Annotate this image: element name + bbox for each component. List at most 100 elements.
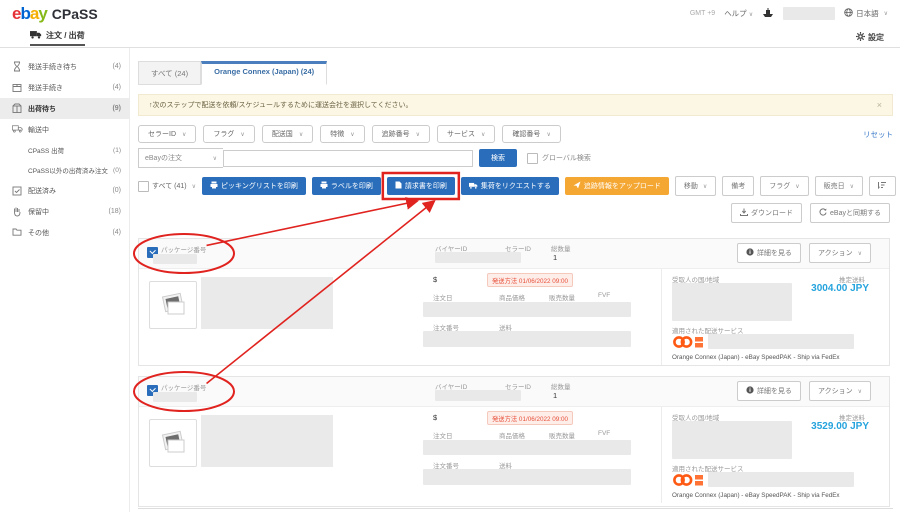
tab-orange-connex-japan[interactable]: Orange Connex (Japan) (24) xyxy=(201,61,328,85)
sort-order-button[interactable] xyxy=(869,176,897,196)
sidebar-item-non-cpass-shipped[interactable]: CPaSS以外の出荷済み注文 (0) xyxy=(28,166,121,176)
chevron-down-icon: ∨ xyxy=(702,183,708,190)
download-button[interactable]: ダウンロード xyxy=(731,203,803,223)
bulk-action-row: すべて (41) ∨ ピッキングリストを印刷 ラベルを印刷 請求書を印刷 集荷をリ… xyxy=(138,176,897,196)
sidebar-item-awaiting-handling[interactable]: 発送手続き待ち (4) xyxy=(0,56,129,77)
print-picking-list-button[interactable]: ピッキングリストを印刷 xyxy=(202,177,306,195)
action-menu-button[interactable]: アクション ∨ xyxy=(808,381,871,401)
orange-connex-logo xyxy=(672,335,704,354)
list-tools-row: ダウンロード eBayと同期する xyxy=(731,203,890,223)
memo-button[interactable]: 備考 xyxy=(722,176,755,196)
redacted-item-title xyxy=(201,277,333,329)
view-details-button[interactable]: 詳細を見る xyxy=(736,243,801,263)
ebay-cpass-logo[interactable]: ebay CPaSS xyxy=(12,4,98,24)
search-input[interactable] xyxy=(223,149,473,167)
info-icon xyxy=(746,386,754,396)
redacted-service-detail xyxy=(708,472,854,487)
recipient-region-label: 受取人の国/地域 xyxy=(672,415,720,422)
redacted-package-number xyxy=(153,254,197,264)
banner-text: ↑次のステップで配送を依頼/スケジュールするために運送会社を選択してください。 xyxy=(149,102,413,109)
select-all-checkbox[interactable] xyxy=(138,180,149,192)
filter-flag[interactable]: フラグ ∨ xyxy=(203,125,255,143)
carrier-tabs: すべて (24) Orange Connex (Japan) (24) xyxy=(138,61,328,85)
flag-button[interactable]: フラグ ∨ xyxy=(760,176,809,196)
redacted-buyer-seller-ids xyxy=(435,252,521,263)
order-card-header: パッケージ番号 バイヤーID セラーID 総数量 1 詳細を見る アクション ∨ xyxy=(139,239,889,269)
order-card-body: $ 発送方法 01/06/2022 09:00 注文日 商品価格 販売数量 FV… xyxy=(139,269,889,365)
global-search-checkbox[interactable] xyxy=(527,152,538,164)
redacted-order-values xyxy=(423,440,631,455)
download-icon xyxy=(740,208,749,218)
redacted-account-name xyxy=(783,7,836,20)
carrier-service-text: Orange Connex (Japan) - eBay SpeedPAK - … xyxy=(672,492,840,499)
document-icon xyxy=(395,181,402,191)
chevron-down-icon: ∨ xyxy=(481,131,486,138)
global-search-toggle[interactable]: グローバル検索 xyxy=(527,152,591,164)
order-date-label: 注文日 xyxy=(433,295,453,302)
sold-qty-label: 販売数量 xyxy=(549,295,575,302)
seller-id-label: セラーID xyxy=(505,246,531,253)
chevron-down-icon: ∨ xyxy=(849,183,855,190)
chevron-down-icon: ∨ xyxy=(546,131,551,138)
fvf-label: FVF xyxy=(598,430,611,437)
filter-destination-country[interactable]: 配送国 ∨ xyxy=(261,125,314,143)
chevron-down-icon: ∨ xyxy=(415,131,421,138)
sidebar-item-awaiting-shipment[interactable]: 出荷待ち (9) xyxy=(0,98,129,119)
folder-icon xyxy=(12,227,23,238)
logo-letter: a xyxy=(29,4,40,23)
sidebar-item-in-transit[interactable]: 輸送中 xyxy=(0,119,129,140)
sale-date-sort-button[interactable]: 販売日 ∨ xyxy=(814,176,864,196)
redacted-buyer-seller-ids xyxy=(435,390,521,401)
hand-icon xyxy=(12,206,23,217)
sidebar-item-cpass-shipments[interactable]: CPaSS 出荷 (1) xyxy=(28,146,121,156)
item-photo-placeholder xyxy=(149,419,197,467)
carrier-service-text: Orange Connex (Japan) - eBay SpeedPAK - … xyxy=(672,354,840,361)
print-labels-button[interactable]: ラベルを印刷 xyxy=(311,177,381,195)
sidebar-item-handling[interactable]: 発送手続き (4) xyxy=(0,77,129,98)
settings-button[interactable]: 設定 xyxy=(856,32,884,43)
filter-row: セラーID ∨ フラグ ∨ 配送国 ∨ 特徴 ∨ 追跡番号 ∨ サービス ∨ 確認番号 ∨ リ… xyxy=(138,125,893,143)
top-bar: ebay CPaSS GMT +9 ヘルプ ∨ 日本語 ∨ xyxy=(0,0,900,28)
print-invoice-button[interactable]: 請求書を印刷 xyxy=(386,177,455,195)
photo-icon xyxy=(158,288,188,323)
sidebar-item-delivered[interactable]: 配送済み (0) xyxy=(0,180,129,201)
redacted-order-number xyxy=(423,469,631,485)
filter-seller-id[interactable]: セラーID ∨ xyxy=(138,125,197,143)
sync-ebay-button[interactable]: eBayと同期する xyxy=(810,203,890,223)
view-details-button[interactable]: 詳細を見る xyxy=(736,381,801,401)
close-icon[interactable]: × xyxy=(876,100,882,110)
applied-service-label: 適用された配送サービス xyxy=(672,328,744,335)
total-qty-label: 総数量 xyxy=(551,246,571,253)
filter-feature[interactable]: 特徴 ∨ xyxy=(320,125,365,143)
package-area: パッケージ番号 xyxy=(143,242,225,265)
action-menu-button[interactable]: アクション ∨ xyxy=(808,243,871,263)
filter-confirmation-number[interactable]: 確認番号 ∨ xyxy=(502,125,561,143)
search-category-select[interactable]: eBayの注文 ∨ xyxy=(138,148,223,168)
sidebar-item-on-hold[interactable]: 保留中 (18) xyxy=(0,201,129,222)
shipping-info-column: 受取人の国/地域 推定送料 3529.00 JPY 適用された配送サービス Or… xyxy=(661,407,889,503)
search-button[interactable]: 検索 xyxy=(479,149,517,167)
chevron-down-icon: ∨ xyxy=(240,131,245,138)
select-all-control[interactable]: すべて (41) ∨ xyxy=(138,180,196,192)
applied-service-label: 適用された配送サービス xyxy=(672,466,744,473)
nav-orders-shipments[interactable]: 注文 / 出荷 xyxy=(30,30,85,46)
info-icon xyxy=(746,248,754,258)
filter-service[interactable]: サービス ∨ xyxy=(437,125,496,143)
request-pickup-button[interactable]: 集荷をリクエストする xyxy=(460,177,559,195)
order-info-column: $ 発送方法 01/06/2022 09:00 注文日 商品価格 販売数量 FV… xyxy=(423,407,635,503)
move-button[interactable]: 移動 ∨ xyxy=(674,176,717,196)
currency-label: $ xyxy=(433,413,438,422)
sidebar-item-others[interactable]: その他 (4) xyxy=(0,222,129,243)
order-card: パッケージ番号 バイヤーID セラーID 総数量 1 詳細を見る アクション ∨ xyxy=(138,376,890,507)
shipping-box-icon xyxy=(12,103,23,114)
gear-icon xyxy=(856,32,865,43)
ship-icon[interactable] xyxy=(762,7,774,20)
help-menu[interactable]: ヘルプ ∨ xyxy=(724,9,754,18)
package-area: パッケージ番号 xyxy=(143,380,225,403)
upload-tracking-button[interactable]: 追跡情報をアップロード xyxy=(564,177,669,195)
chevron-down-icon: ∨ xyxy=(212,155,217,162)
language-menu[interactable]: 日本語 ∨ xyxy=(844,8,888,19)
reset-link[interactable]: リセット xyxy=(863,129,893,139)
filter-tracking-number[interactable]: 追跡番号 ∨ xyxy=(371,125,431,143)
tab-all[interactable]: すべて (24) xyxy=(138,61,202,85)
